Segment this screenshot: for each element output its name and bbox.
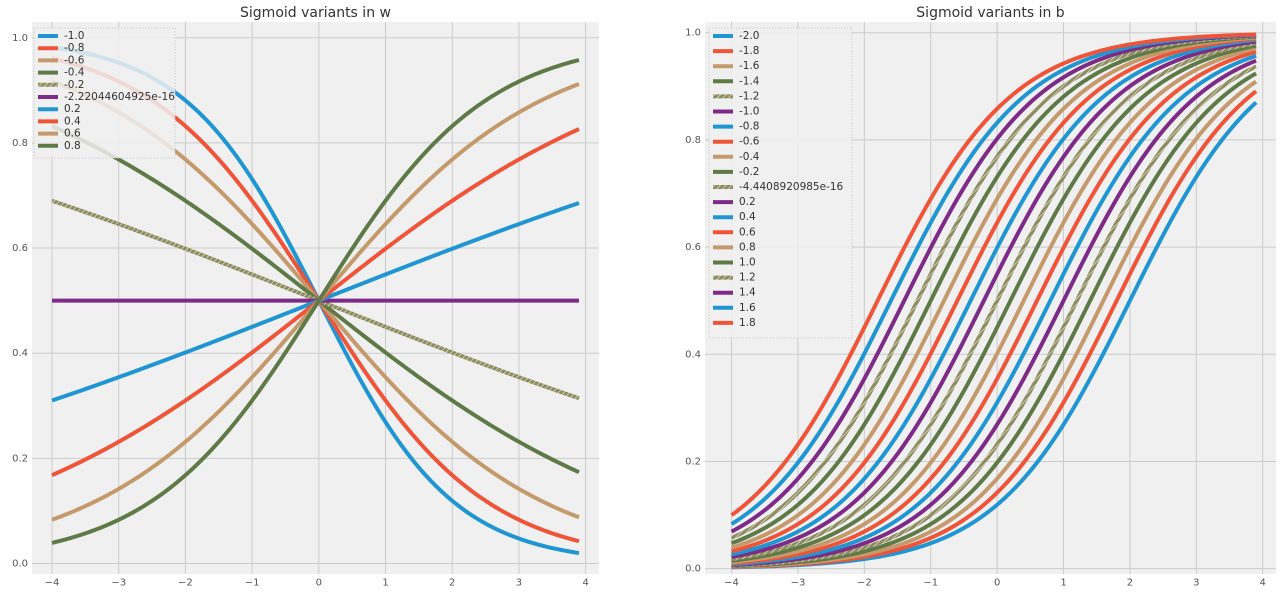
legend-label: -2.0 xyxy=(739,30,760,42)
legend-label: -4.4408920985e-16 xyxy=(739,181,844,193)
x-tick-label: 2 xyxy=(1127,577,1133,588)
x-tick-label: 3 xyxy=(516,577,522,588)
legend-label: 1.8 xyxy=(739,317,756,329)
x-tick-label: −1 xyxy=(923,577,938,588)
legend-label: 1.0 xyxy=(739,257,756,269)
series-line xyxy=(731,49,1257,566)
legend-label: -0.6 xyxy=(64,54,85,66)
legend-label: 0.6 xyxy=(64,128,81,140)
x-tick-label: −4 xyxy=(724,577,739,588)
y-tick-label: 0.8 xyxy=(12,138,28,149)
x-tick-label: 3 xyxy=(1193,577,1199,588)
y-tick-label: 0.4 xyxy=(685,349,701,360)
series-line xyxy=(51,58,580,545)
legend-label: -1.6 xyxy=(739,60,760,72)
series-line xyxy=(731,43,1257,563)
legend-label: -0.4 xyxy=(64,67,85,79)
series-line xyxy=(731,53,1257,567)
legend-label: -1.2 xyxy=(739,90,760,102)
y-tick-label: 0.2 xyxy=(685,456,701,467)
y-tick-label: 0.4 xyxy=(12,348,28,359)
panel-w: Sigmoid variants in w −4 −3 −2 −1 0 1 2 3 4 0.00… xyxy=(12,5,599,588)
legend-label: 0.4 xyxy=(739,211,756,223)
legend-b: -2.0 -1.8 -1.6 -1.4 -1.2 -1.0 -0.8 -0.6 -0.4 -0.2… xyxy=(708,27,853,339)
y-tick-label: 0.0 xyxy=(12,558,28,569)
legend-w: -1.0-0.8-0.6-0.4-0.2-2.22044604925e-160.… xyxy=(33,27,176,159)
chart-title-b: Sigmoid variants in b xyxy=(916,5,1065,21)
series-line xyxy=(731,58,1257,568)
y-tick-label: 0.0 xyxy=(685,564,701,575)
legend-label: 1.4 xyxy=(739,287,756,299)
panel-b: Sigmoid variants in b −4 −3 −2 −1 0 1 2 3 4 0.00… xyxy=(685,5,1276,588)
series-line xyxy=(731,39,1257,559)
series-line xyxy=(731,64,1257,568)
y-tick-label: 0.6 xyxy=(685,242,701,253)
chart-title-w: Sigmoid variants in w xyxy=(240,5,391,21)
legend-label: -1.8 xyxy=(739,45,760,57)
series-line xyxy=(730,34,1257,546)
x-tick-label: 0 xyxy=(994,577,1000,588)
series-lines-b xyxy=(730,32,1258,570)
y-tick-label: 0.8 xyxy=(685,135,701,146)
legend-label: 1.6 xyxy=(739,302,756,314)
legend-label: 0.2 xyxy=(64,103,81,115)
x-tick-label: 4 xyxy=(1260,577,1266,588)
legend-label: 1.2 xyxy=(739,272,756,284)
series-line xyxy=(730,32,1257,517)
y-tick-labels-b: 0.0 0.2 0.4 0.6 0.8 1.0 xyxy=(685,28,701,575)
x-tick-label: −3 xyxy=(791,577,806,588)
legend-label: 0.8 xyxy=(64,140,81,152)
x-tick-label: −3 xyxy=(111,577,126,588)
legend-label: -0.8 xyxy=(739,121,760,133)
y-tick-label: 0.6 xyxy=(12,243,28,254)
legend-label: -1.0 xyxy=(64,30,85,42)
legend-label: -0.4 xyxy=(739,151,760,163)
legend-label: -1.4 xyxy=(739,75,760,87)
series-line xyxy=(731,37,1257,557)
y-tick-label: 1.0 xyxy=(12,33,28,44)
x-tick-label: 1 xyxy=(382,577,388,588)
y-tick-label: 0.2 xyxy=(12,453,28,464)
x-tick-label: −2 xyxy=(857,577,872,588)
x-tick-labels-w: −4 −3 −2 −1 0 1 2 3 4 xyxy=(45,577,589,588)
x-tick-label: −1 xyxy=(245,577,260,588)
legend-label: -0.2 xyxy=(64,79,85,91)
legend-label: -1.0 xyxy=(739,106,760,118)
legend-label: -0.8 xyxy=(64,42,85,54)
series-line xyxy=(730,33,1257,540)
x-tick-label: −4 xyxy=(45,577,60,588)
legend-label: -0.6 xyxy=(739,136,760,148)
x-tick-label: 2 xyxy=(449,577,455,588)
y-tick-label: 1.0 xyxy=(685,28,701,39)
x-tick-label: 4 xyxy=(582,577,588,588)
legend-label: 0.2 xyxy=(739,196,756,208)
x-tick-label: −2 xyxy=(178,577,193,588)
series-line xyxy=(731,36,1257,554)
x-tick-labels-b: −4 −3 −2 −1 0 1 2 3 4 xyxy=(724,577,1266,588)
y-tick-labels-w: 0.0 0.2 0.4 0.6 0.8 1.0 xyxy=(12,33,28,570)
series-line xyxy=(731,41,1257,561)
legend-label: 0.6 xyxy=(739,226,756,238)
x-tick-label: 0 xyxy=(316,577,322,588)
legend-label: -0.2 xyxy=(739,166,760,178)
series-line xyxy=(731,46,1257,565)
legend-label: -2.22044604925e-16 xyxy=(64,91,175,103)
legend-label: 0.8 xyxy=(739,241,756,253)
legend-label: 0.4 xyxy=(64,115,81,127)
series-line xyxy=(730,35,1257,550)
x-tick-label: 1 xyxy=(1060,577,1066,588)
